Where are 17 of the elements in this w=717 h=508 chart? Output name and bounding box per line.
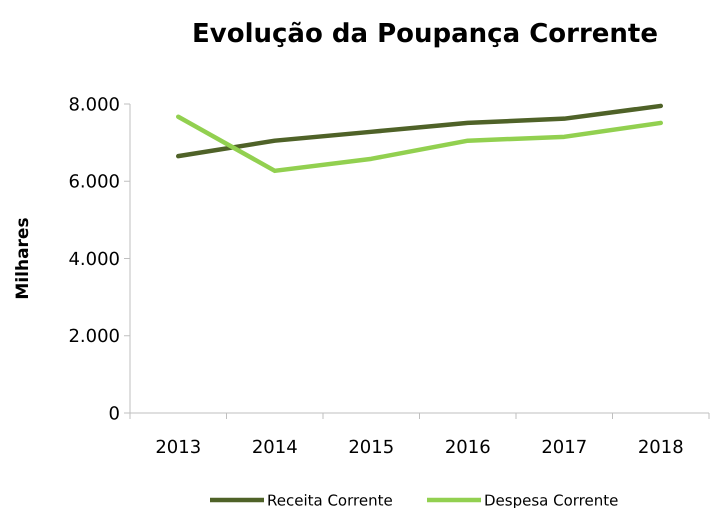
x-tick-label: 2017 <box>541 437 588 458</box>
y-tick-label: 2.000 <box>68 326 120 348</box>
x-tick-label: 2016 <box>444 437 491 458</box>
y-tick-label: 8.000 <box>68 94 120 116</box>
y-tick-label: 0 <box>108 403 120 424</box>
y-tick-label: 4.000 <box>68 248 120 270</box>
x-tick-label: 2013 <box>155 437 202 458</box>
x-tick-label: 2014 <box>252 437 298 458</box>
y-tick-label: 6.000 <box>68 172 120 193</box>
legend-label: Despesa Corrente <box>484 491 618 508</box>
line-series <box>176 114 663 174</box>
line-series <box>176 104 663 158</box>
chart-title: Evolução da Poupança Corrente <box>192 19 658 49</box>
x-tick-label: 2018 <box>638 437 684 458</box>
x-tick-label: 2015 <box>348 437 394 458</box>
legend-label: Receita Corrente <box>267 491 393 508</box>
y-axis-title: Milhares <box>13 217 33 300</box>
